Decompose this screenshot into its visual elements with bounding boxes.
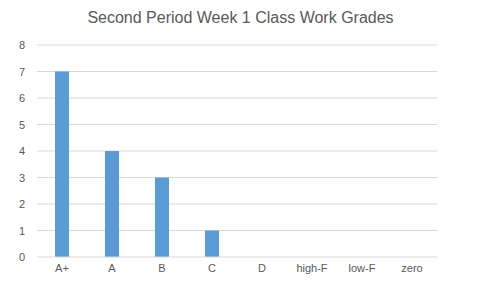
x-tick-label: A+: [55, 262, 69, 274]
grid-line: [37, 71, 437, 72]
x-tick-label: A: [108, 262, 116, 274]
grid-line: [37, 124, 437, 125]
chart: Second Period Week 1 Class Work Grades 0 1…: [0, 0, 481, 289]
grid-line: [37, 98, 437, 99]
bar: [105, 151, 119, 257]
y-tick-label: 0: [19, 251, 25, 263]
grid-line: [37, 204, 437, 205]
x-tick-label: zero: [401, 262, 422, 274]
y-tick-label: 7: [19, 66, 25, 78]
x-tick-label: C: [208, 262, 216, 274]
bar: [55, 72, 69, 258]
background: [0, 0, 481, 289]
grid-line: [37, 45, 437, 46]
chart-title: Second Period Week 1 Class Work Grades: [87, 9, 393, 26]
bar: [155, 178, 169, 258]
y-tick-label: 6: [19, 92, 25, 104]
y-tick-label: 4: [19, 145, 25, 157]
y-tick-label: 5: [19, 119, 25, 131]
bar: [205, 231, 219, 258]
x-tick-label: high-F: [296, 262, 327, 274]
y-tick-label: 3: [19, 172, 25, 184]
y-tick-label: 1: [19, 225, 25, 237]
bars: [55, 72, 219, 258]
grid-line: [37, 177, 437, 178]
x-tick-label: D: [258, 262, 266, 274]
y-tick-label: 2: [19, 198, 25, 210]
x-tick-label: B: [158, 262, 165, 274]
x-axis-line: [37, 257, 437, 258]
grid-line: [37, 230, 437, 231]
x-tick-label: low-F: [349, 262, 376, 274]
y-tick-label: 8: [19, 39, 25, 51]
grid-line: [37, 151, 437, 152]
